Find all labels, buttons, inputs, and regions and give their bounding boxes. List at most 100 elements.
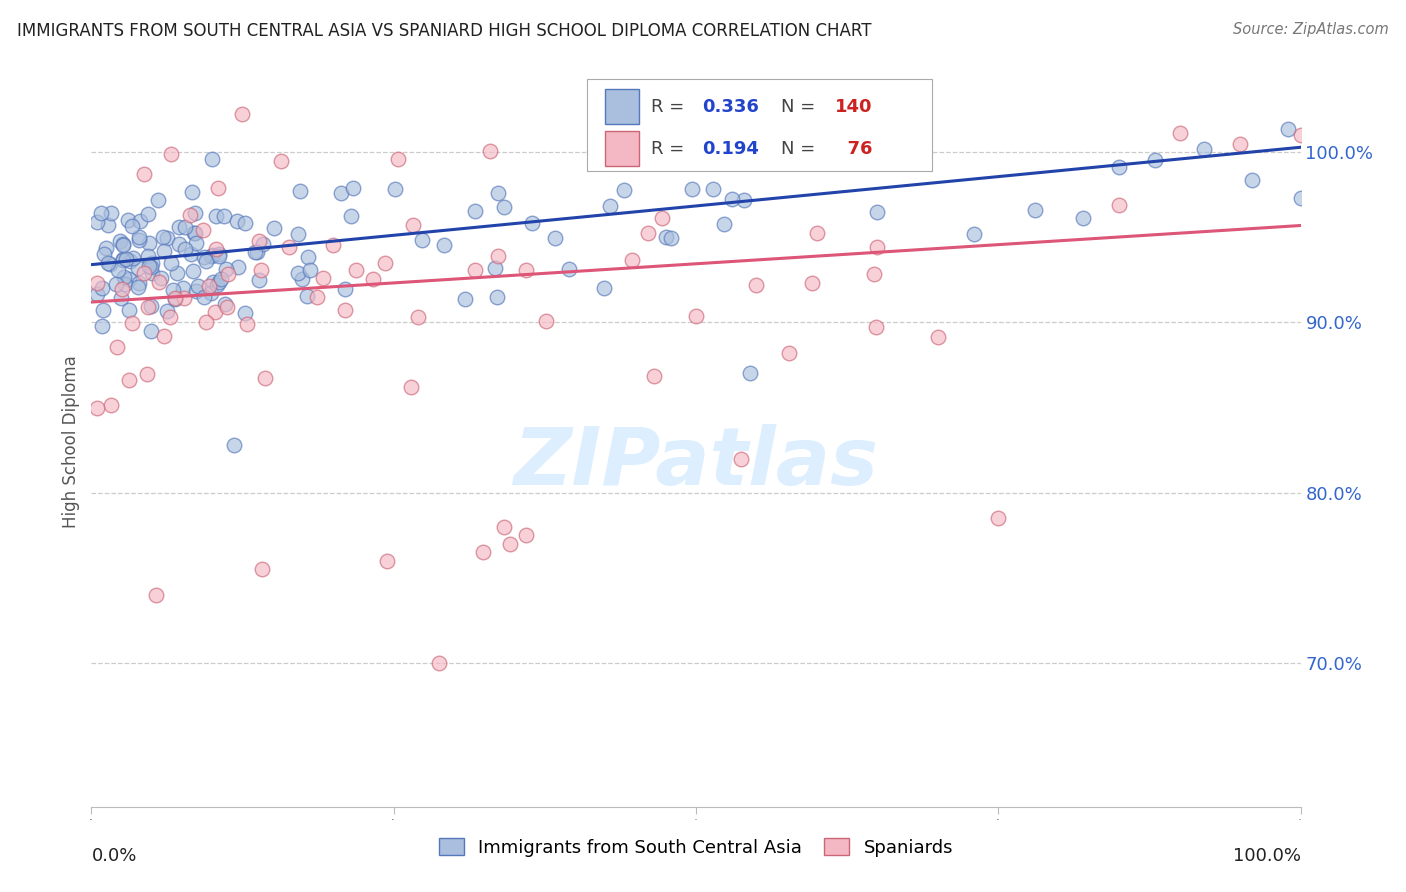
Point xyxy=(270,153,292,168)
Point xyxy=(86,401,108,415)
Point xyxy=(486,186,509,200)
Text: N =: N = xyxy=(780,98,821,116)
Point xyxy=(112,252,135,267)
Point xyxy=(1289,128,1312,143)
Point xyxy=(246,245,269,260)
Point xyxy=(617,145,640,160)
Point xyxy=(184,236,207,251)
Point xyxy=(128,276,150,290)
Point xyxy=(86,276,108,290)
Point xyxy=(193,290,215,304)
Point xyxy=(97,256,120,270)
Point xyxy=(160,147,183,161)
Point xyxy=(515,263,537,277)
Point xyxy=(107,263,129,277)
Point xyxy=(184,205,207,219)
Point xyxy=(86,215,108,229)
Point xyxy=(1229,136,1251,151)
Point xyxy=(1277,121,1299,136)
Point xyxy=(411,233,433,247)
Point xyxy=(134,167,156,181)
Point xyxy=(471,545,494,559)
Point xyxy=(167,237,190,252)
Point xyxy=(486,290,509,304)
Point xyxy=(1108,160,1130,174)
Bar xyxy=(605,89,640,124)
Point xyxy=(181,264,204,278)
Point xyxy=(138,236,160,251)
Point xyxy=(384,182,406,196)
Point xyxy=(118,373,141,387)
Point xyxy=(399,380,422,394)
Point xyxy=(252,237,274,252)
Point xyxy=(278,239,301,253)
Point xyxy=(145,588,167,602)
Point xyxy=(191,223,214,237)
Point xyxy=(299,263,322,277)
Point xyxy=(187,279,209,293)
Point xyxy=(247,235,270,249)
Point xyxy=(287,266,309,280)
Point xyxy=(207,277,229,292)
Point xyxy=(231,107,253,121)
Point xyxy=(207,181,229,195)
Point xyxy=(307,290,329,304)
Point xyxy=(374,256,396,270)
Point xyxy=(118,253,141,268)
Point xyxy=(117,212,139,227)
Point xyxy=(208,275,231,289)
Point xyxy=(90,281,112,295)
Point xyxy=(599,199,621,213)
Point xyxy=(153,244,176,259)
Point xyxy=(180,246,202,260)
Point xyxy=(515,528,537,542)
Point xyxy=(159,310,181,325)
Point xyxy=(806,227,828,241)
Text: 140: 140 xyxy=(835,98,873,116)
Point xyxy=(222,438,245,452)
Point xyxy=(721,193,744,207)
Text: Source: ZipAtlas.com: Source: ZipAtlas.com xyxy=(1233,22,1389,37)
Point xyxy=(233,216,256,230)
Text: R =: R = xyxy=(651,140,690,158)
Point xyxy=(165,292,187,306)
Point xyxy=(333,303,356,318)
Point xyxy=(141,266,163,280)
Point xyxy=(1024,203,1046,218)
Text: N =: N = xyxy=(780,140,821,158)
Point xyxy=(453,292,475,306)
Point xyxy=(1289,191,1312,205)
Point xyxy=(406,310,429,325)
Text: 100.0%: 100.0% xyxy=(1233,847,1301,865)
Point xyxy=(91,302,114,317)
Point xyxy=(166,266,188,280)
Point xyxy=(464,203,486,218)
Point xyxy=(492,519,515,533)
Point xyxy=(558,262,581,277)
Point xyxy=(132,266,155,280)
Point xyxy=(544,231,567,245)
Point xyxy=(613,183,636,197)
Point xyxy=(209,272,232,286)
Point xyxy=(112,270,135,285)
Point xyxy=(90,206,112,220)
Point xyxy=(486,249,509,263)
Point xyxy=(233,306,256,320)
Point xyxy=(1071,211,1094,226)
Point xyxy=(148,275,170,289)
Point xyxy=(202,276,225,290)
Point xyxy=(138,259,160,273)
Point xyxy=(110,292,132,306)
Point xyxy=(165,291,187,305)
Point xyxy=(863,267,886,281)
Point xyxy=(593,281,616,295)
Legend: Immigrants from South Central Asia, Spaniards: Immigrants from South Central Asia, Span… xyxy=(432,830,960,864)
Point xyxy=(738,367,761,381)
Point xyxy=(866,240,889,254)
Point xyxy=(201,152,224,166)
Point xyxy=(136,249,159,263)
Point xyxy=(1241,172,1264,186)
Point xyxy=(111,238,134,252)
Point xyxy=(105,340,128,354)
Point xyxy=(287,227,309,242)
